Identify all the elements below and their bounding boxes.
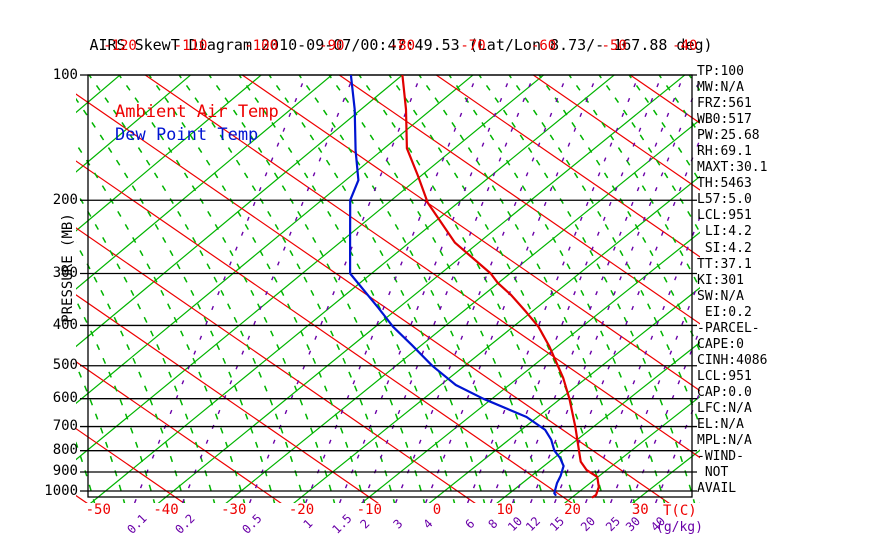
parameter-value: TT:37.1 [697, 256, 752, 272]
parameter-value: MPL:N/A [697, 433, 752, 449]
pressure-tick-label: 600 [52, 390, 78, 407]
temperature-profile-line [401, 75, 600, 499]
pressure-tick-label: 700 [52, 418, 78, 435]
top-temp-tick-label: -70 [460, 38, 486, 54]
parameter-value: KI:301 [697, 272, 744, 288]
parameter-value: NOT [697, 465, 729, 481]
top-temp-tick-label: -120 [103, 38, 137, 54]
parameter-value: PW:25.68 [697, 128, 760, 144]
isotherms-group [76, 75, 700, 503]
top-temp-tick-label: -40 [672, 38, 698, 54]
dry-adiabats-group [76, 75, 700, 503]
parameter-value: LFC:N/A [697, 400, 752, 416]
bottom-temp-tick-label: 20 [564, 502, 581, 518]
parameter-value: CAP:0.0 [697, 384, 752, 400]
pressure-tick-label: 1000 [44, 482, 78, 499]
bottom-temp-tick-label: -30 [221, 502, 247, 518]
parameter-value: -PARCEL- [697, 320, 760, 336]
top-temp-tick-label: -80 [389, 38, 416, 54]
parameter-value: LCL:951 [697, 208, 752, 224]
parameter-value: -WIND- [697, 449, 744, 465]
parameter-value: TP:100 [697, 64, 744, 79]
parameter-value: CAPE:0 [697, 336, 744, 352]
parameter-value: L57:5.0 [697, 192, 752, 208]
bottom-temp-tick-label: 30 [631, 502, 649, 518]
parameter-value: LI:4.2 [697, 224, 752, 240]
bottom-temp-tick-label: 0 [432, 502, 442, 518]
plot-border [87, 74, 693, 498]
parameter-value: SI:4.2 [697, 240, 752, 256]
mixing-ratio-unit-label: (g/kg) [656, 520, 703, 535]
parameter-value: CINH:4086 [697, 352, 768, 368]
pressure-tick-label: 200 [52, 191, 78, 208]
parameter-value: MAXT:30.1 [697, 160, 768, 176]
parameter-value: FRZ:561 [697, 96, 752, 112]
legend-dew-point-temp: Dew Point Temp [115, 125, 259, 145]
bottom-temp-tick-label: -40 [153, 502, 179, 518]
parameter-value: RH:69.1 [697, 144, 752, 160]
temp-unit-label: T(C) [663, 503, 697, 519]
bottom-temp-tick-label: 10 [496, 502, 514, 518]
bottom-temp-tick-label: -10 [356, 502, 382, 518]
parameter-value: EL:N/A [697, 417, 744, 433]
pressure-tick-label: 400 [52, 316, 78, 333]
top-temp-tick-label: -60 [530, 38, 557, 54]
chart-title: AIRS SkewT Diagram 2010-09-07/00:47:49.5… [89, 36, 713, 54]
pressure-tick-label: 800 [52, 442, 78, 459]
parameter-list: TP:100 MW:N/A FRZ:561 WB0:517 PW:25.68 RH:69.… [697, 64, 869, 497]
parameter-value: TH:5463 [697, 176, 752, 192]
bottom-temp-tick-label: -50 [85, 502, 111, 518]
parameter-value: EI:0.2 [697, 304, 752, 320]
parameter-value: AVAIL [697, 481, 737, 497]
bottom-temp-tick-label: -20 [288, 502, 315, 518]
dewpoint-profile-line [349, 75, 565, 496]
pressure-tick-label: 900 [52, 463, 78, 480]
top-temp-tick-label: -90 [319, 38, 345, 54]
pressure-tick-label: 300 [52, 264, 78, 281]
legend-ambient-air-temp: Ambient Air Temp [115, 102, 279, 122]
top-temp-tick-label: -100 [244, 38, 279, 54]
moist-adiabats-group [76, 75, 700, 503]
top-temp-tick-label: -50 [601, 38, 627, 54]
pressure-tick-label: 500 [52, 357, 78, 374]
grid-lines-group [76, 75, 700, 503]
pressure-lines-group [80, 74, 697, 492]
parameter-value: SW:N/A [697, 288, 744, 304]
top-temp-tick-label: -110 [173, 38, 208, 54]
parameter-value: WB0:517 [697, 112, 752, 128]
parameter-value: MW:N/A [697, 80, 744, 96]
pressure-tick-label: 100 [52, 66, 78, 83]
parameter-value: LCL:951 [697, 368, 752, 384]
